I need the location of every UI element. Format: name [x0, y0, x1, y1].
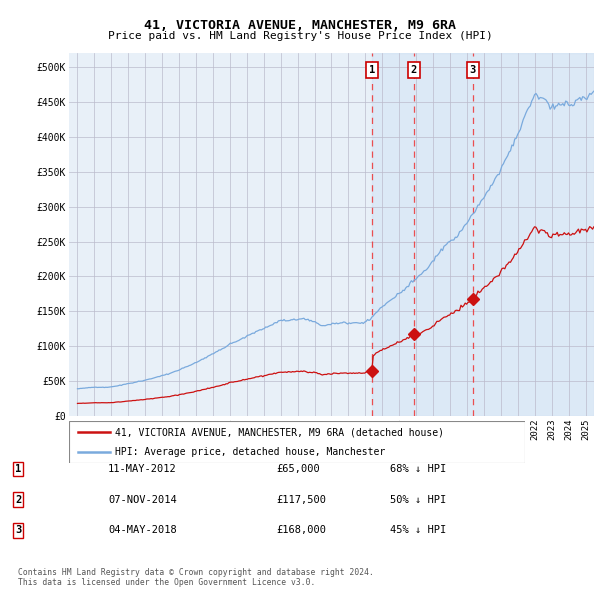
Text: 50% ↓ HPI: 50% ↓ HPI: [390, 495, 446, 504]
Text: 2: 2: [410, 65, 417, 75]
Text: 3: 3: [15, 526, 21, 535]
Text: £117,500: £117,500: [276, 495, 326, 504]
Bar: [371, 53, 594, 416]
Text: 41, VICTORIA AVENUE, MANCHESTER, M9 6RA: 41, VICTORIA AVENUE, MANCHESTER, M9 6RA: [144, 19, 456, 32]
Text: £168,000: £168,000: [276, 526, 326, 535]
Text: 11-MAY-2012: 11-MAY-2012: [108, 464, 177, 474]
Text: 3: 3: [470, 65, 476, 75]
Text: 1: 1: [15, 464, 21, 474]
Text: Price paid vs. HM Land Registry's House Price Index (HPI): Price paid vs. HM Land Registry's House …: [107, 31, 493, 41]
FancyBboxPatch shape: [69, 421, 525, 463]
Text: Contains HM Land Registry data © Crown copyright and database right 2024.
This d: Contains HM Land Registry data © Crown c…: [18, 568, 374, 587]
Text: £65,000: £65,000: [276, 464, 320, 474]
Text: 07-NOV-2014: 07-NOV-2014: [108, 495, 177, 504]
Text: 04-MAY-2018: 04-MAY-2018: [108, 526, 177, 535]
Text: 68% ↓ HPI: 68% ↓ HPI: [390, 464, 446, 474]
Text: HPI: Average price, detached house, Manchester: HPI: Average price, detached house, Manc…: [115, 447, 385, 457]
Text: 2: 2: [15, 495, 21, 504]
Text: 1: 1: [368, 65, 375, 75]
Text: 41, VICTORIA AVENUE, MANCHESTER, M9 6RA (detached house): 41, VICTORIA AVENUE, MANCHESTER, M9 6RA …: [115, 427, 443, 437]
Text: 45% ↓ HPI: 45% ↓ HPI: [390, 526, 446, 535]
